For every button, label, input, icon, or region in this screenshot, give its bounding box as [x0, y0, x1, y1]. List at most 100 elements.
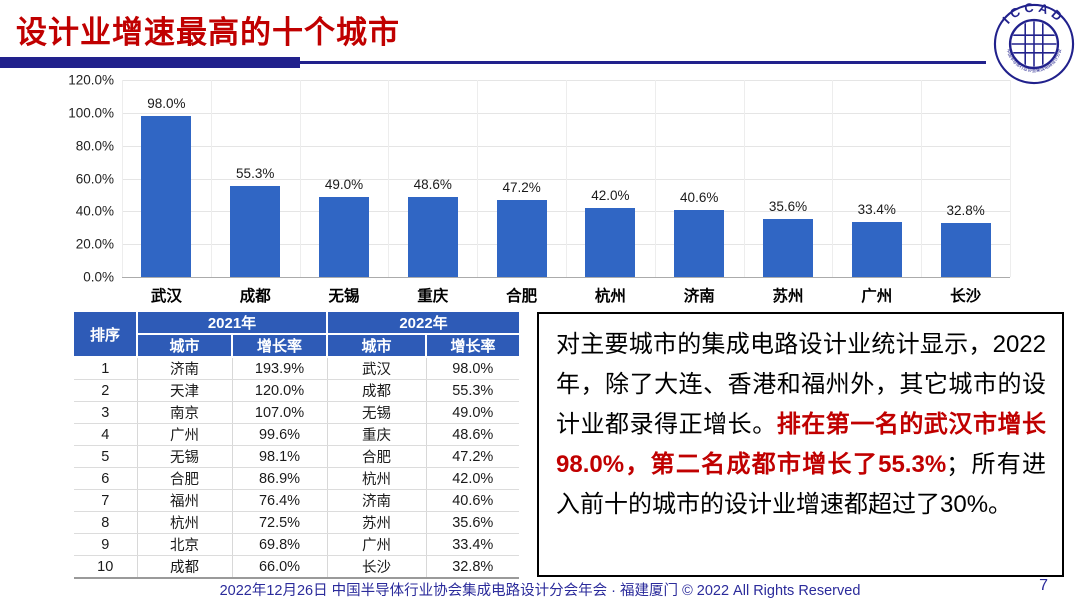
table-cell: 重庆: [327, 423, 427, 446]
gridline-v: [566, 80, 567, 277]
gridline-v: [1010, 80, 1011, 277]
table-row: 9 北京 69.8% 广州 33.4%: [74, 533, 519, 556]
table-cell: 48.6%: [426, 423, 519, 446]
x-category-label: 成都: [239, 288, 271, 305]
y-tick-label: 120.0%: [68, 72, 114, 88]
bar-value-label: 42.0%: [591, 188, 630, 204]
y-tick-label: 100.0%: [68, 105, 114, 121]
gridline-v: [299, 80, 301, 277]
bar-value-label: 49.0%: [324, 176, 364, 192]
x-category-label: 无锡: [328, 288, 360, 305]
table-cell: 33.4%: [426, 533, 519, 556]
gridline-v: [122, 80, 123, 277]
header-city-2022: 城市: [326, 333, 427, 358]
header-city-2021: 城市: [137, 333, 233, 358]
bar-value-label: 32.8%: [946, 203, 985, 219]
bar-杭州: [585, 208, 636, 277]
table-cell: 76.4%: [232, 489, 328, 512]
x-category-label: 长沙: [950, 288, 982, 305]
table-cell: 合肥: [327, 445, 427, 468]
bar-value-label: 35.6%: [768, 198, 808, 214]
table-row: 10 成都 66.0% 长沙 32.8%: [74, 555, 519, 579]
table-cell: 广州: [327, 533, 427, 556]
x-category-label: 合肥: [506, 288, 538, 305]
table-cell: 120.0%: [232, 379, 328, 402]
x-category-label: 武汉: [150, 288, 182, 305]
gridline-v: [832, 80, 834, 277]
table-cell: 1: [74, 357, 138, 380]
table-cell: 10: [74, 555, 138, 579]
table-cell: 35.6%: [426, 511, 519, 534]
table-cell: 72.5%: [232, 511, 328, 534]
iccad-logo-icon: ICCAD 中国半导体行业协会集成电路设计分会: [993, 2, 1075, 85]
table-row: 3 南京 107.0% 无锡 49.0%: [74, 401, 519, 424]
table-cell: 4: [74, 423, 138, 446]
note-text-2: ；所有进入前十的城市的设计业增速都超过了30%。: [556, 451, 1047, 518]
title-underline-bar: [0, 57, 300, 68]
header-year-2022: 2022年: [326, 312, 519, 335]
x-axis: 武汉 成都 无锡 重庆 合肥 杭州 济南 苏州 广州 长沙: [122, 284, 1010, 308]
bar-value-label: 47.2%: [502, 179, 541, 195]
table-cell: 3: [74, 401, 138, 424]
table-cell: 42.0%: [426, 467, 519, 490]
x-category-label: 重庆: [417, 288, 449, 305]
bar-济南: [674, 210, 725, 277]
table-row: 8 杭州 72.5% 苏州 35.6%: [74, 511, 519, 534]
y-tick-label: 20.0%: [75, 236, 114, 252]
y-tick-label: 0.0%: [83, 269, 114, 285]
bar-value-label: 55.3%: [236, 166, 275, 182]
bar-长沙: [940, 223, 991, 277]
table-cell: 99.6%: [232, 423, 328, 446]
x-category-label: 济南: [683, 288, 715, 305]
gridline-v: [210, 80, 212, 277]
bar-chart: 120.0% 100.0% 80.0% 60.0% 40.0% 20.0% 0.0% 98.…: [60, 72, 1012, 308]
table-cell: 济南: [137, 357, 233, 380]
bar-合肥: [496, 199, 547, 277]
table-cell: 7: [74, 489, 138, 512]
rank-table: 排序 2021年 2022年 城市 增长率 城市 增长率 1 济南 193.9% 武汉…: [74, 312, 519, 579]
bar-武汉: [141, 116, 192, 277]
table-cell: 合肥: [137, 467, 233, 490]
table-cell: 成都: [137, 555, 233, 579]
rank-table-header: 排序 2021年 2022年 城市 增长率 城市 增长率: [74, 312, 519, 358]
table-row: 2 天津 120.0% 成都 55.3%: [74, 379, 519, 402]
table-cell: 济南: [327, 489, 427, 512]
x-category-label: 苏州: [772, 288, 804, 305]
table-cell: 66.0%: [232, 555, 328, 579]
table-cell: 5: [74, 445, 138, 468]
commentary-box: 对主要城市的集成电路设计业统计显示，2022年，除了大连、香港和福州外，其它城市…: [537, 312, 1064, 577]
table-row: 1 济南 193.9% 武汉 98.0%: [74, 357, 519, 380]
table-row: 4 广州 99.6% 重庆 48.6%: [74, 423, 519, 446]
table-cell: 无锡: [327, 401, 427, 424]
table-cell: 长沙: [327, 555, 427, 579]
header-growth-2021: 增长率: [231, 333, 328, 358]
table-cell: 北京: [137, 533, 233, 556]
bar-value-label: 98.0%: [147, 96, 186, 112]
table-cell: 193.9%: [232, 357, 328, 380]
table-cell: 9: [74, 533, 138, 556]
table-cell: 49.0%: [426, 401, 519, 424]
bar-成都: [230, 186, 281, 277]
bar-苏州: [763, 218, 813, 277]
table-cell: 98.0%: [426, 357, 519, 380]
rank-table-body: 1 济南 193.9% 武汉 98.0% 2 天津 120.0% 成都 55.3% 3 南京 107.0…: [74, 357, 519, 579]
table-cell: 98.1%: [232, 445, 328, 468]
table-cell: 55.3%: [426, 379, 519, 402]
x-category-label: 杭州: [594, 288, 626, 305]
header-rank: 排序: [74, 312, 138, 358]
table-row: 5 无锡 98.1% 合肥 47.2%: [74, 445, 519, 468]
bar-value-label: 48.6%: [413, 177, 452, 193]
gridline-v: [743, 80, 745, 277]
table-row: 6 合肥 86.9% 杭州 42.0%: [74, 467, 519, 490]
page-title: 设计业增速最高的十个城市: [16, 15, 400, 50]
table-cell: 2: [74, 379, 138, 402]
gridline-v: [388, 80, 390, 277]
bar-value-label: 40.6%: [680, 190, 719, 206]
gridline-h: [122, 277, 1010, 278]
table-cell: 47.2%: [426, 445, 519, 468]
bar-广州: [851, 222, 902, 277]
table-cell: 40.6%: [426, 489, 519, 512]
note-highlight: 排在第一名的武汉市增长98.0%，第二名成都市增长了55.3%: [556, 411, 1047, 478]
table-cell: 69.8%: [232, 533, 328, 556]
page-number: 7: [1039, 577, 1048, 594]
